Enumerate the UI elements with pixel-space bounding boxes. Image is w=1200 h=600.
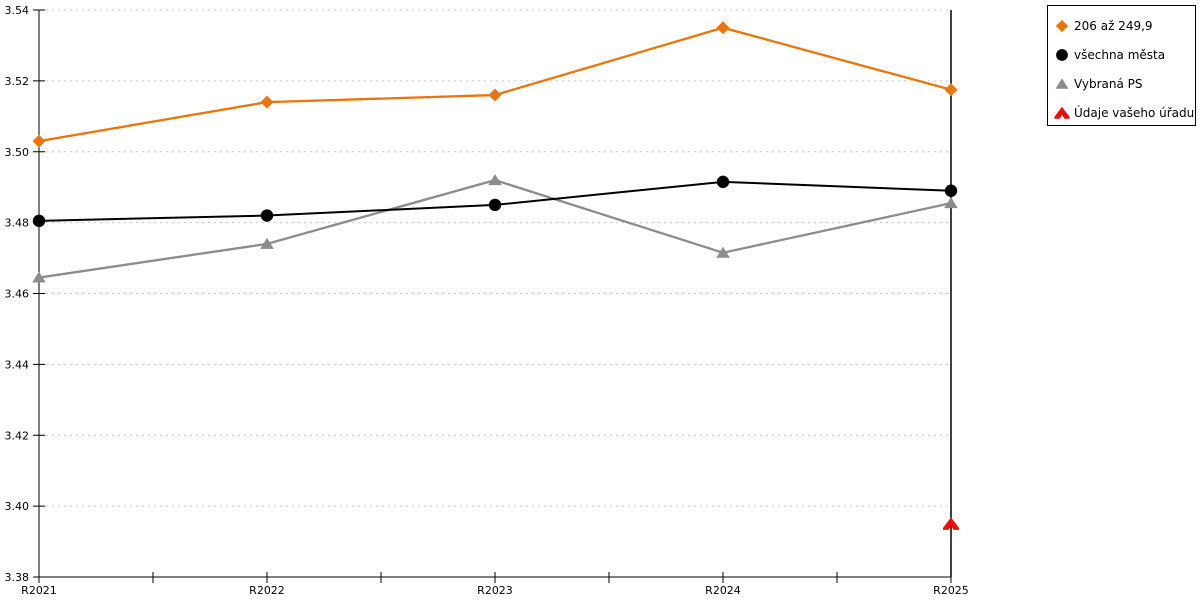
legend-item-udaje-vaseho-uradu[interactable]: Údaje vašeho úřadu	[1048, 98, 1195, 127]
home-marker	[943, 517, 959, 530]
diamond-marker	[260, 95, 274, 109]
series-line	[38, 178, 952, 279]
y-tick-label: 3.48	[5, 217, 30, 230]
y-tick-label: 3.52	[5, 75, 30, 88]
triangle-marker	[260, 237, 274, 249]
legend-label: Vybraná PS	[1074, 76, 1143, 91]
diamond-marker	[32, 134, 46, 148]
triangle-marker	[944, 197, 958, 209]
circle-marker	[716, 175, 730, 189]
triangle-icon	[1055, 77, 1069, 89]
series-3	[32, 174, 958, 283]
legend-label: 206 až 249,9	[1074, 18, 1153, 33]
home-icon	[1054, 106, 1070, 119]
circle-marker	[488, 198, 502, 212]
y-tick-label: 3.38	[5, 571, 30, 584]
triangle-marker	[488, 174, 502, 186]
y-tick-label: 3.50	[5, 146, 30, 159]
circle-marker	[260, 209, 274, 222]
series-2	[32, 175, 958, 228]
y-tick-label: 3.54	[5, 4, 30, 17]
circle-marker	[32, 214, 46, 228]
diamond-marker	[716, 21, 730, 35]
diamond-marker	[944, 83, 958, 97]
diamond-icon	[1055, 19, 1069, 32]
x-tick-label: R2021	[21, 584, 57, 597]
y-tick-label: 3.42	[5, 429, 30, 442]
circle-marker	[1056, 48, 1068, 61]
series-1	[32, 21, 958, 148]
x-tick-label: R2023	[477, 584, 513, 597]
legend-label: všechna města	[1074, 47, 1166, 62]
y-tick-label: 3.44	[5, 358, 30, 371]
triangle-marker	[32, 271, 46, 283]
y-tick-label: 3.40	[5, 500, 30, 513]
legend-item-vsechna-mesta[interactable]: všechna města	[1048, 40, 1195, 69]
diamond-marker	[1055, 19, 1069, 32]
x-tick-label: R2025	[933, 584, 969, 597]
x-tick-label: R2024	[705, 584, 741, 597]
diamond-marker	[488, 88, 502, 102]
series-4	[943, 517, 959, 530]
triangle-marker	[716, 246, 730, 258]
legend: 206 až 249,9 všechna města Vybraná PS Úd…	[1047, 5, 1196, 126]
legend-item-206-az-249-9[interactable]: 206 až 249,9	[1048, 11, 1195, 40]
legend-label: Údaje vašeho úřadu	[1074, 105, 1195, 120]
circle-marker	[944, 184, 958, 197]
x-tick-label: R2022	[249, 584, 285, 597]
series-line	[38, 26, 952, 143]
home-marker	[1054, 106, 1070, 119]
y-tick-label: 3.46	[5, 288, 30, 301]
circle-icon	[1056, 48, 1068, 61]
legend-item-vybrana-ps[interactable]: Vybraná PS	[1048, 69, 1195, 98]
triangle-marker	[1055, 77, 1069, 89]
